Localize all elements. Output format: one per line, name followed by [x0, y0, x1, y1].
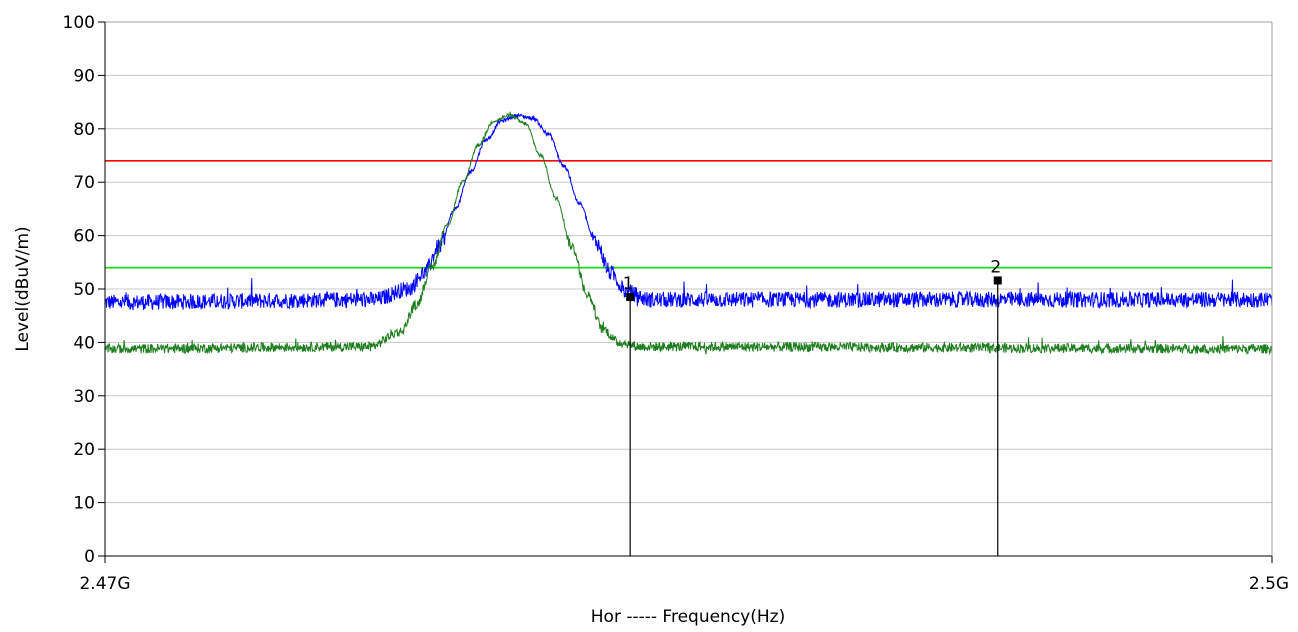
x-axis-title: Hor ----- Frequency(Hz) — [591, 607, 785, 627]
markers: 12 — [623, 257, 1002, 556]
y-tick-label: 80 — [73, 120, 95, 140]
marker-label: 1 — [623, 274, 634, 294]
y-axis-title: Level(dBuV/m) — [13, 226, 33, 351]
marker-point — [993, 276, 1002, 285]
marker-point — [626, 293, 635, 302]
limit-lines — [105, 160, 1272, 269]
x-tick-label: 2.5G — [1249, 574, 1289, 594]
y-tick-label: 60 — [73, 227, 95, 247]
series-traces — [104, 111, 1273, 356]
grid — [105, 74, 1272, 504]
series-trace-2 — [104, 111, 1273, 356]
y-tick-label: 30 — [73, 387, 95, 407]
axes — [98, 21, 1273, 563]
y-tick-label: 20 — [73, 440, 95, 460]
x-tick-label: 2.47G — [79, 574, 130, 594]
y-tick-label: 90 — [73, 66, 95, 86]
series-trace-1 — [104, 112, 1273, 311]
marker-label: 2 — [990, 257, 1001, 277]
y-tick-label: 70 — [73, 173, 95, 193]
y-tick-label: 0 — [84, 547, 95, 567]
y-tick-label: 10 — [73, 494, 95, 514]
tick-labels: 0 10 20 30 40 50 60 70 80 90 100 2.47G 2.5G — [63, 13, 1290, 594]
y-tick-label: 50 — [73, 280, 95, 300]
y-tick-label: 100 — [63, 13, 95, 33]
y-tick-label: 40 — [73, 333, 95, 353]
